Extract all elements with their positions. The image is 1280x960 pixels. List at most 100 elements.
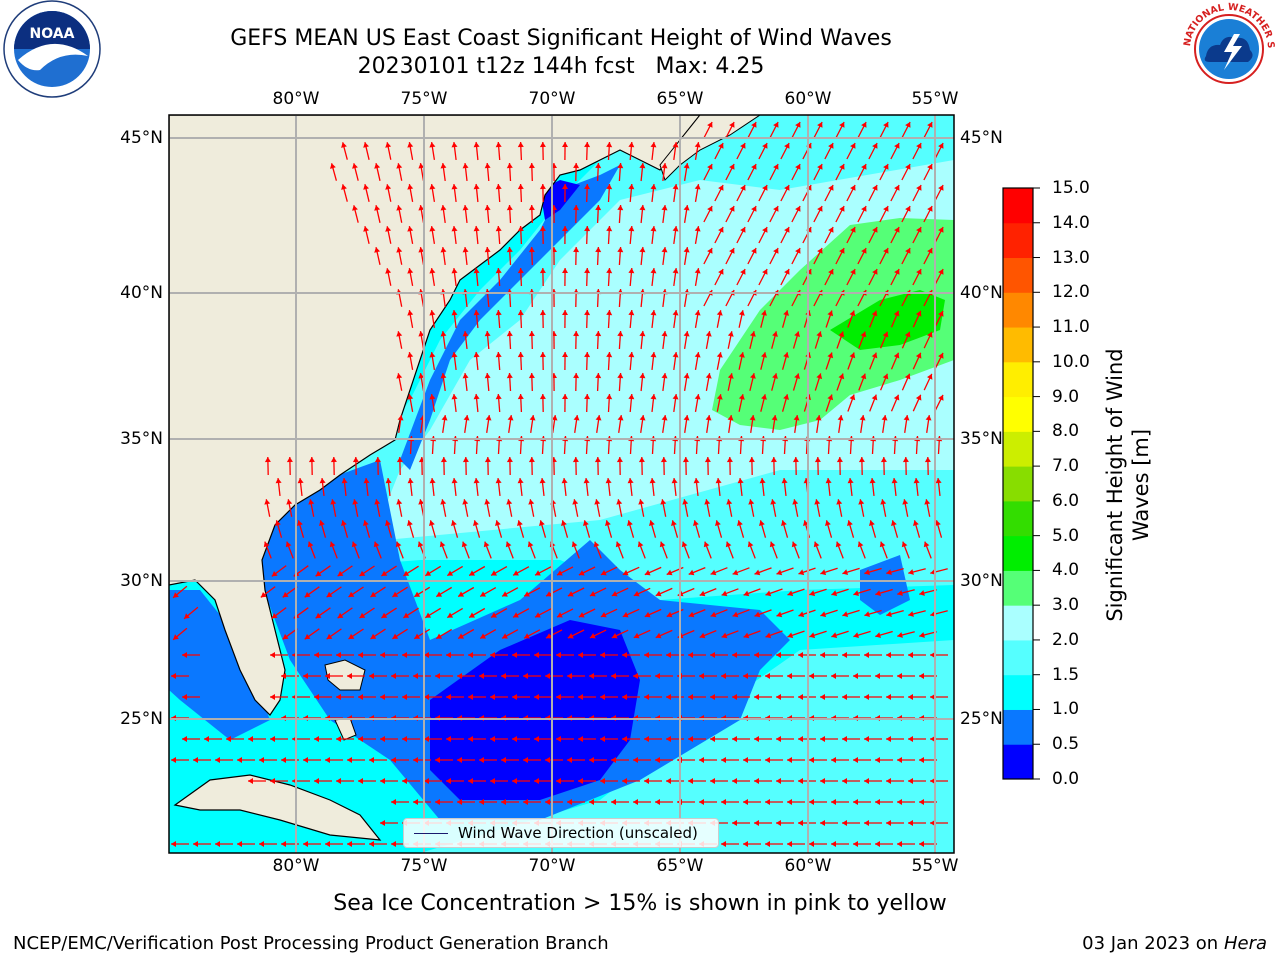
wave-arrow-head	[858, 457, 865, 463]
wave-arrow-head	[594, 457, 601, 463]
wave-arrow-head	[584, 352, 591, 358]
wave-arrow-head	[447, 612, 454, 618]
wave-arrow-head	[578, 736, 583, 742]
wave-arrow-head	[446, 652, 451, 658]
wave-arrow-head	[436, 633, 443, 639]
wave-arrow-head	[817, 206, 823, 212]
wave-arrow-head	[853, 673, 858, 679]
wave-arrow-head	[578, 652, 583, 658]
colorbar-swatch	[1003, 361, 1033, 398]
wave-arrow-head	[572, 499, 579, 505]
wave-arrow-head	[893, 310, 900, 317]
wave-arrow-head	[836, 499, 843, 505]
wave-arrow-head	[837, 415, 844, 421]
wave-arrow-head	[688, 736, 693, 742]
wave-arrow-head	[839, 206, 845, 212]
footer-host: Hera	[1223, 933, 1267, 954]
wave-arrow-head	[825, 478, 832, 484]
wave-arrow-head	[930, 736, 935, 742]
wave-arrow-head	[495, 520, 501, 526]
wave-arrow-head	[628, 310, 635, 316]
wave-arrow-head	[484, 247, 491, 253]
wave-arrow-head	[639, 205, 646, 211]
wave-arrow-head	[783, 394, 789, 400]
wave-arrow-head	[359, 570, 366, 576]
colorbar-tick-label: 9.0	[1052, 386, 1080, 407]
wave-arrow-head	[894, 143, 900, 149]
wave-arrow-head	[418, 373, 425, 379]
lat-tick-right: 35°N	[960, 429, 1003, 449]
wave-arrow-head	[407, 184, 414, 190]
wave-arrow-head	[270, 694, 275, 700]
lon-tick-top: 75°W	[400, 89, 448, 109]
wave-arrow-head	[938, 185, 944, 191]
wave-arrow-head	[380, 820, 385, 826]
wave-arrow-head	[593, 541, 600, 548]
wave-arrow-head	[374, 163, 381, 169]
wave-arrow-head	[600, 570, 607, 576]
wave-arrow-head	[683, 331, 690, 337]
wave-arrow-head	[562, 310, 568, 315]
wave-arrow-head	[762, 185, 768, 191]
wave-arrow-head	[297, 478, 304, 484]
wave-arrow-head	[765, 841, 770, 847]
wave-arrow-head	[468, 778, 473, 784]
wave-arrow-head	[539, 520, 545, 526]
wave-arrow-head	[809, 590, 816, 597]
wave-arrow-head	[792, 457, 799, 463]
wave-arrow-head	[527, 541, 534, 548]
wave-arrow-head	[864, 611, 870, 617]
wave-arrow-head	[226, 736, 231, 742]
wave-arrow-head	[787, 757, 792, 763]
wave-arrow-head	[661, 415, 668, 421]
wave-arrow-head	[787, 632, 794, 639]
wave-arrow-head	[418, 499, 425, 505]
wave-arrow-head	[263, 541, 270, 548]
wave-arrow-head	[270, 778, 275, 784]
wave-arrow-head	[672, 310, 679, 316]
wave-arrow-head	[809, 673, 814, 679]
wave-arrow-head	[726, 499, 733, 505]
wave-arrow-head	[908, 694, 913, 700]
wave-arrow-head	[281, 841, 286, 847]
wave-arrow-head	[506, 205, 513, 211]
colorbar-tick-label: 11.0	[1052, 317, 1090, 338]
wave-arrow-head	[473, 142, 480, 148]
wave-arrow-head	[661, 205, 668, 211]
wave-arrow-head	[638, 457, 645, 463]
wave-arrow-head	[850, 185, 856, 191]
wave-arrow-head	[853, 632, 859, 638]
wave-arrow-head	[396, 163, 403, 169]
wave-arrow-head	[363, 478, 370, 484]
wave-arrow-head	[842, 569, 849, 575]
wave-arrow-head	[490, 778, 495, 784]
wave-arrow-head	[407, 520, 413, 526]
wave-arrow-head	[879, 541, 886, 548]
wave-arrow-head	[710, 569, 717, 576]
wave-arrow-head	[395, 541, 402, 548]
wave-arrow-head	[374, 499, 381, 505]
wave-arrow-head	[281, 673, 286, 679]
wave-arrow-head	[915, 352, 922, 359]
wave-arrow-head	[407, 226, 414, 232]
wave-arrow-head	[787, 799, 792, 805]
wave-arrow-head	[363, 520, 369, 526]
wave-arrow-head	[716, 310, 723, 316]
wave-arrow-head	[348, 633, 355, 639]
wave-arrow-head	[171, 673, 176, 679]
wave-arrow-head	[193, 841, 198, 847]
wave-direction-arrows	[171, 121, 948, 847]
wave-arrow-head	[424, 694, 429, 700]
wave-arrow-head	[369, 757, 374, 763]
wave-arrow-head	[762, 269, 768, 275]
sea-ice-note: Sea Ice Concentration > 15% is shown in …	[333, 891, 947, 916]
noaa-logo: NOAA	[0, 0, 104, 100]
wave-arrow-head	[562, 394, 568, 399]
wave-arrow-head	[463, 415, 470, 421]
wave-arrow-head	[707, 164, 713, 170]
wave-arrow-head	[850, 269, 856, 275]
wave-arrow-head	[765, 757, 770, 763]
wave-arrow-head	[429, 478, 436, 484]
wave-arrow-head	[512, 736, 517, 742]
wave-arrow-head	[861, 206, 867, 212]
